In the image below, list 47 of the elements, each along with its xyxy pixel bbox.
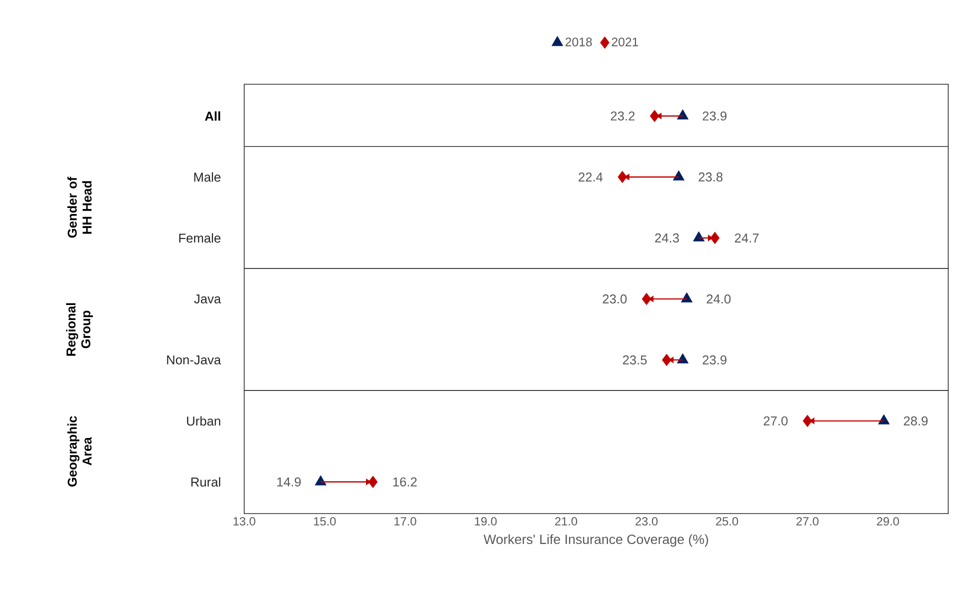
point xyxy=(676,109,689,120)
x-tick-label: 17.0 xyxy=(394,517,416,526)
data-label: 22.4 xyxy=(578,172,603,182)
point xyxy=(314,475,326,486)
data-label: 23.8 xyxy=(698,172,722,182)
legend-label: 2021 xyxy=(612,38,638,46)
text: Gender of HH Head xyxy=(67,176,92,238)
x-tick-label: 15.0 xyxy=(314,517,336,526)
data-label: 14.9 xyxy=(277,477,301,487)
point xyxy=(618,170,628,184)
data-label: 24.3 xyxy=(655,233,679,243)
point xyxy=(672,170,684,180)
x-tick-label: 13.0 xyxy=(234,517,256,526)
data-label: 23.5 xyxy=(622,355,647,365)
data-label: 27.0 xyxy=(764,416,788,426)
point xyxy=(680,292,693,302)
text: Geographic Area xyxy=(67,416,92,487)
y-tick-label: Non-Java xyxy=(167,356,222,364)
legend-label: 2018 xyxy=(566,38,592,46)
point xyxy=(662,354,672,366)
x-tick-label: 23.0 xyxy=(636,517,658,526)
data-label: 24.0 xyxy=(706,294,731,304)
data-label: 23.0 xyxy=(602,294,627,304)
point xyxy=(710,232,720,244)
y-tick-label: Rural xyxy=(191,477,220,487)
point xyxy=(676,353,689,364)
point xyxy=(802,414,812,428)
data-label: 23.9 xyxy=(702,355,726,365)
x-tick-label: 29.0 xyxy=(876,517,899,526)
data-label: 23.9 xyxy=(702,112,726,121)
data-label: 24.7 xyxy=(734,234,759,243)
point xyxy=(878,414,890,424)
x-tick-label: 25.0 xyxy=(716,517,738,526)
x-tick-label: 21.0 xyxy=(555,517,578,526)
point xyxy=(693,231,705,242)
data-label: 23.2 xyxy=(610,112,635,121)
data-label: 16.2 xyxy=(393,477,417,487)
y-tick-label: Male xyxy=(194,172,220,182)
x-tick-label: 27.0 xyxy=(796,517,819,526)
y-tick-label: All xyxy=(204,111,220,121)
x-tick-label: 19.0 xyxy=(474,517,497,526)
data-label: 28.9 xyxy=(904,416,928,426)
y-tick-label: Java xyxy=(194,294,222,304)
y-tick-label: Female xyxy=(179,233,220,243)
x-axis-title: Workers' Life Insurance Coverage (%) xyxy=(484,534,708,547)
y-tick-label: Urban xyxy=(187,416,220,426)
text: Regional Group xyxy=(66,303,93,356)
